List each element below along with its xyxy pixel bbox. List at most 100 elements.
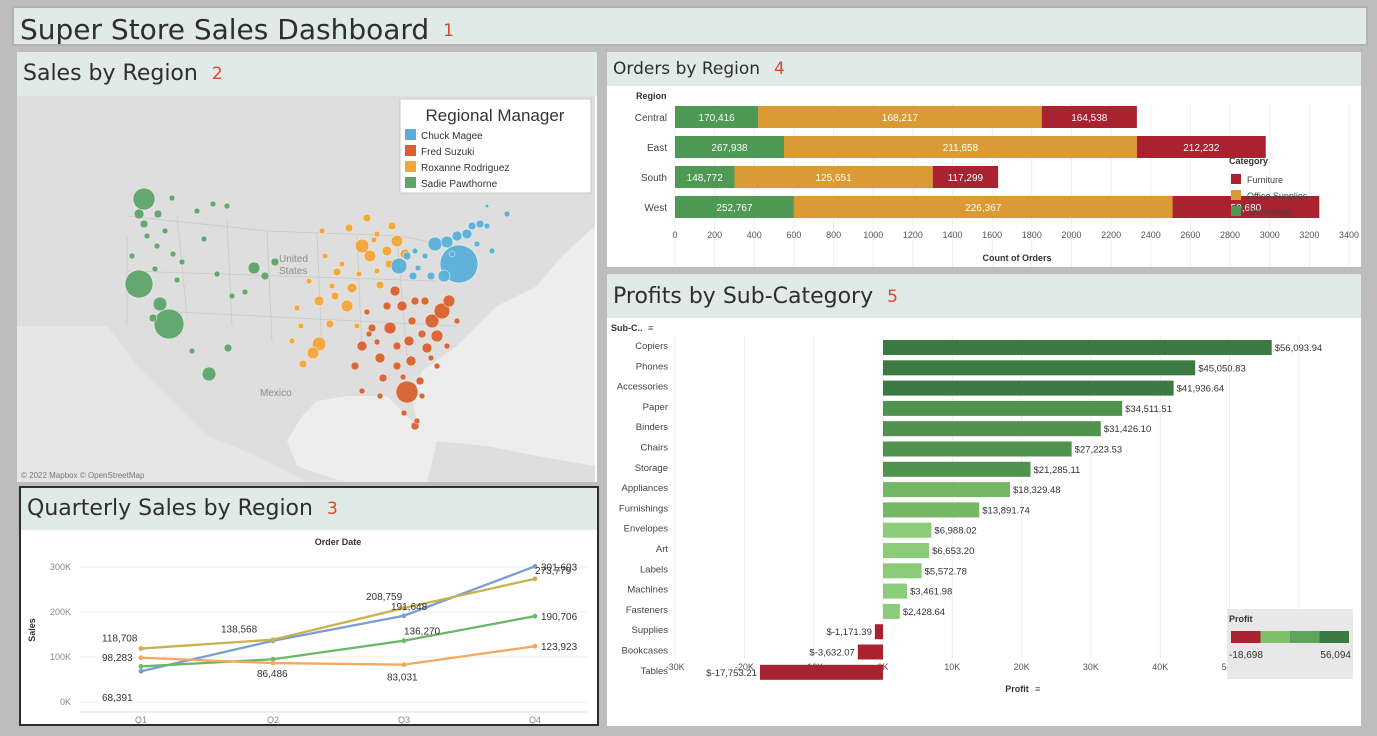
- quarterly-point: [270, 660, 276, 666]
- quarterly-point: [270, 637, 276, 643]
- sort-icon: ≡: [648, 323, 653, 333]
- map-canvas[interactable]: United States Mexico © 2022 Mapbox © Ope…: [17, 96, 595, 482]
- map-dot-roxanne: [298, 359, 308, 369]
- profits-bar: [883, 461, 1031, 477]
- quarterly-point: [532, 613, 538, 619]
- map-dot-sadie: [270, 257, 280, 267]
- map-number: 2: [211, 64, 223, 84]
- map-dot-chuck: [484, 203, 490, 209]
- orders-chart[interactable]: Region 0 200 400 600 800 1000 1200 1400 1600 1800 2…: [607, 86, 1361, 267]
- map-dot-chuck: [467, 221, 477, 231]
- profits-data-label: $31,426.10: [1104, 424, 1152, 435]
- profit-legend-max: 56,094: [1320, 650, 1351, 661]
- map-dot-roxanne: [387, 221, 397, 231]
- quarterly-chart[interactable]: Order Date Sales 0K 100K 200K 300K Q1 Q2 Q3 Q4 68,…: [21, 530, 597, 726]
- dashboard-number: 1: [443, 21, 454, 41]
- legend-swatch-1: [405, 129, 416, 140]
- profits-data-label: $13,891.74: [982, 505, 1030, 516]
- quarterly-data-label: 301,603: [541, 562, 578, 573]
- orders-by-region-panel[interactable]: Orders by Region 4 Region 0 200 400 600 800 100…: [607, 52, 1361, 267]
- orders-xtick: 1400: [943, 230, 963, 240]
- map-dot-roxanne: [318, 227, 326, 235]
- land-caribbean: [427, 441, 595, 482]
- profits-data-label: $27,223.53: [1075, 445, 1123, 456]
- profits-row-label: Tables: [641, 666, 669, 677]
- profits-bar: [883, 563, 922, 579]
- orders-row-label: South: [641, 173, 667, 184]
- map-dot-fred: [376, 392, 384, 400]
- orders-xtick: 3400: [1339, 230, 1359, 240]
- map-dot-fred: [395, 380, 419, 404]
- map-dot-sadie: [124, 269, 154, 299]
- map-dot-fred: [356, 340, 368, 352]
- profits-row-label: Phones: [636, 361, 668, 372]
- map-label-mexico: Mexico: [260, 388, 292, 399]
- orders-xtick: 1800: [1022, 230, 1042, 240]
- profits-data-label: $-3,632.07: [809, 648, 854, 659]
- map-dot-chuck: [448, 250, 456, 258]
- profits-panel[interactable]: Profits by Sub-Category 5 Sub-C.. ≡ -30K -20…: [607, 274, 1361, 726]
- profits-data-label: $6,653.20: [932, 546, 974, 557]
- orders-xtick: 0: [672, 230, 677, 240]
- orders-xtick: 200: [707, 230, 722, 240]
- quarterly-point: [138, 664, 144, 669]
- map-dot-fred: [427, 354, 435, 362]
- quarterly-sales-panel[interactable]: Quarterly Sales by Region 3 Order Date Sal…: [19, 486, 599, 726]
- quarterly-number: 3: [326, 499, 338, 519]
- orders-xtick: 3200: [1299, 230, 1319, 240]
- map-dot-roxanne: [288, 337, 296, 345]
- map-dot-sadie: [247, 261, 261, 275]
- map-dot-roxanne: [293, 304, 301, 312]
- profits-chart[interactable]: Sub-C..≡-30K-20K-10K0K10K20K30K40K50K60K…: [607, 318, 1361, 726]
- map-dot-roxanne: [344, 223, 354, 233]
- profits-data-label: $45,050.83: [1198, 363, 1246, 374]
- quarterly-xtick: Q4: [529, 715, 541, 725]
- profits-row-label: Paper: [643, 402, 668, 413]
- quarterly-point: [138, 655, 144, 661]
- map-dot-sadie: [193, 207, 201, 215]
- map-dot-chuck: [475, 219, 485, 229]
- orders-bar-label: 50,680: [1231, 203, 1262, 214]
- map-dot-roxanne: [297, 322, 305, 330]
- quarterly-data-label: 98,283: [102, 653, 133, 664]
- quarterly-xtick: Q2: [267, 715, 279, 725]
- profits-row-label: Chairs: [641, 443, 669, 454]
- profits-data-label: $6,988.02: [934, 526, 976, 537]
- quarterly-point: [138, 668, 144, 674]
- profits-bar: [874, 624, 883, 640]
- quarterly-data-label: 83,031: [387, 673, 418, 684]
- quarterly-ytick: 200K: [50, 607, 71, 617]
- profits-bar: [883, 421, 1101, 437]
- orders-bar-segment: [675, 136, 785, 158]
- state-borders: [126, 215, 458, 357]
- map-dot-fred: [424, 313, 440, 329]
- map-dot-fred: [399, 373, 407, 381]
- profits-row-label: Supplies: [632, 625, 669, 636]
- map-dot-roxanne: [354, 238, 370, 254]
- map-dot-chuck: [461, 228, 473, 240]
- sales-by-region-panel[interactable]: Sales by Region 2 United: [17, 52, 597, 482]
- quarterly-data-label: 68,391: [102, 693, 133, 704]
- map-dot-chuck: [440, 235, 454, 249]
- quarterly-data-label: 190,706: [541, 612, 578, 623]
- map-dot-fred: [392, 341, 402, 351]
- map-attribution: © 2022 Mapbox © OpenStreetMap: [21, 471, 145, 480]
- profits-row-label: Binders: [636, 422, 668, 433]
- map-dot-sadie: [153, 209, 163, 219]
- map-dot-roxanne: [381, 245, 393, 257]
- map-legend: Regional Manager Chuck Magee Fred Suzuki R…: [399, 98, 592, 194]
- map-dot-sadie: [260, 271, 270, 281]
- profits-data-label: $3,461.98: [910, 587, 952, 598]
- profit-legend-swatch: [1290, 631, 1320, 643]
- map-titlebar: Sales by Region 2: [17, 52, 597, 96]
- quarterly-data-label: 123,923: [541, 642, 578, 653]
- profits-bar: [883, 340, 1272, 355]
- profits-row-label: Appliances: [622, 483, 669, 494]
- map-dot-sadie: [173, 276, 181, 284]
- orders-bar-segment: [734, 166, 933, 188]
- profit-legend-swatch: [1231, 631, 1261, 643]
- quarterly-point: [532, 576, 538, 582]
- map-dot-fred: [382, 301, 392, 311]
- profits-bar: [759, 664, 883, 680]
- orders-legend-swatch: [1231, 190, 1241, 200]
